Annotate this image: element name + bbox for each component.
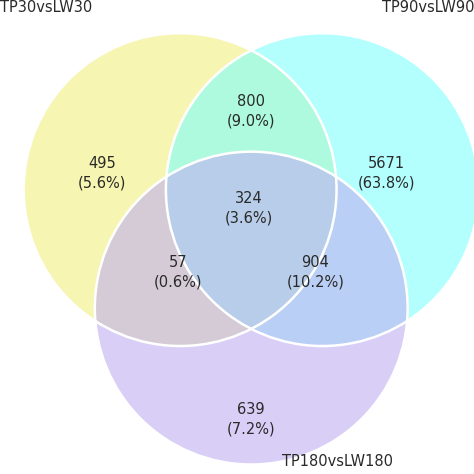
Text: 495
(5.6%): 495 (5.6%) xyxy=(78,155,126,191)
Circle shape xyxy=(166,33,474,346)
Text: TP30vsLW30: TP30vsLW30 xyxy=(0,0,92,15)
Text: 800
(9.0%): 800 (9.0%) xyxy=(227,94,275,129)
Text: 57
(0.6%): 57 (0.6%) xyxy=(154,255,202,290)
Text: 639
(7.2%): 639 (7.2%) xyxy=(227,402,275,437)
Text: 324
(3.6%): 324 (3.6%) xyxy=(225,191,273,226)
Circle shape xyxy=(24,33,337,346)
Text: TP180vsLW180: TP180vsLW180 xyxy=(283,454,393,469)
Text: 5671
(63.8%): 5671 (63.8%) xyxy=(357,155,415,191)
Circle shape xyxy=(95,152,408,465)
Text: 904
(10.2%): 904 (10.2%) xyxy=(286,255,344,290)
Text: TP90vsLW90: TP90vsLW90 xyxy=(382,0,474,15)
